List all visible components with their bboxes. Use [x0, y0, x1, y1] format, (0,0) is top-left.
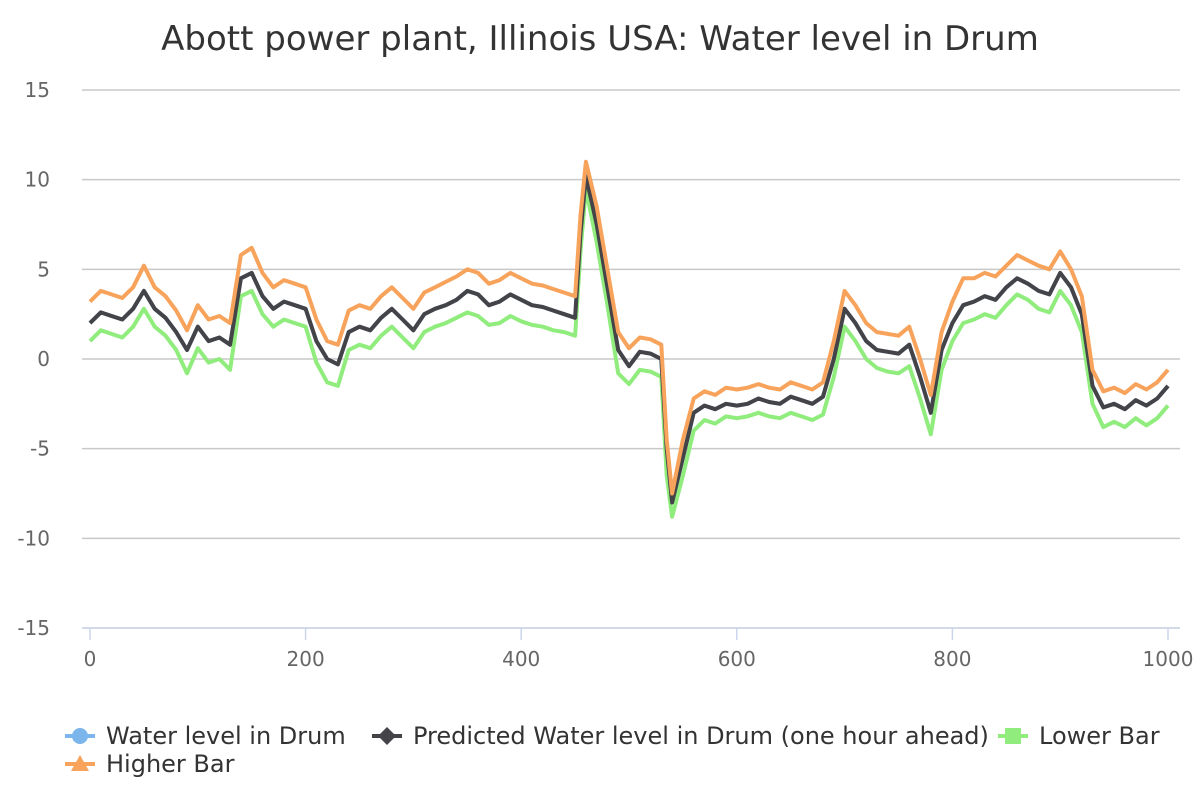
y-tick-label: 5 [37, 257, 50, 281]
x-tick-label: 1000 [1143, 647, 1194, 671]
y-axis: 15 10 5 0 -5 -10 -15 [17, 78, 50, 640]
legend-marker-diamond [378, 727, 396, 745]
series-line-1[interactable] [88, 174, 1170, 505]
y-tick-label: 10 [25, 168, 50, 192]
legend-item-0[interactable]: Water level in Drum [65, 722, 346, 750]
legend-label: Higher Bar [106, 750, 235, 778]
legend-item-1[interactable]: Predicted Water level in Drum (one hour … [372, 722, 989, 750]
legend[interactable]: Water level in Drum Predicted Water level… [65, 722, 1160, 778]
legend-label: Water level in Drum [106, 722, 346, 750]
y-tick-label: 0 [37, 347, 50, 371]
series-line-2[interactable] [88, 186, 1170, 519]
y-tick-label: 15 [25, 78, 50, 102]
x-tick-label: 200 [287, 647, 325, 671]
legend-marker-square [1005, 728, 1021, 744]
plot-area [88, 159, 1170, 519]
x-tick-label: 400 [502, 647, 540, 671]
legend-item-3[interactable]: Higher Bar [65, 750, 235, 778]
legend-label: Predicted Water level in Drum (one hour … [413, 722, 989, 750]
x-axis: 0 200 400 600 800 1000 [82, 627, 1194, 671]
chart-title: Abott power plant, Illinois USA: Water l… [161, 19, 1039, 59]
legend-item-2[interactable]: Lower Bar [998, 722, 1160, 750]
x-tick-label: 0 [84, 647, 97, 671]
x-tick-label: 800 [933, 647, 971, 671]
legend-marker-circle [72, 728, 88, 744]
y-tick-label: -10 [17, 526, 50, 550]
series-line-3[interactable] [88, 159, 1170, 496]
legend-marker-triangle [71, 755, 89, 771]
legend-label: Lower Bar [1039, 722, 1160, 750]
grid [82, 89, 1180, 629]
series-line-0[interactable] [88, 174, 1170, 505]
y-tick-label: -15 [17, 616, 50, 640]
y-tick-label: -5 [30, 437, 50, 461]
x-tick-label: 600 [718, 647, 756, 671]
